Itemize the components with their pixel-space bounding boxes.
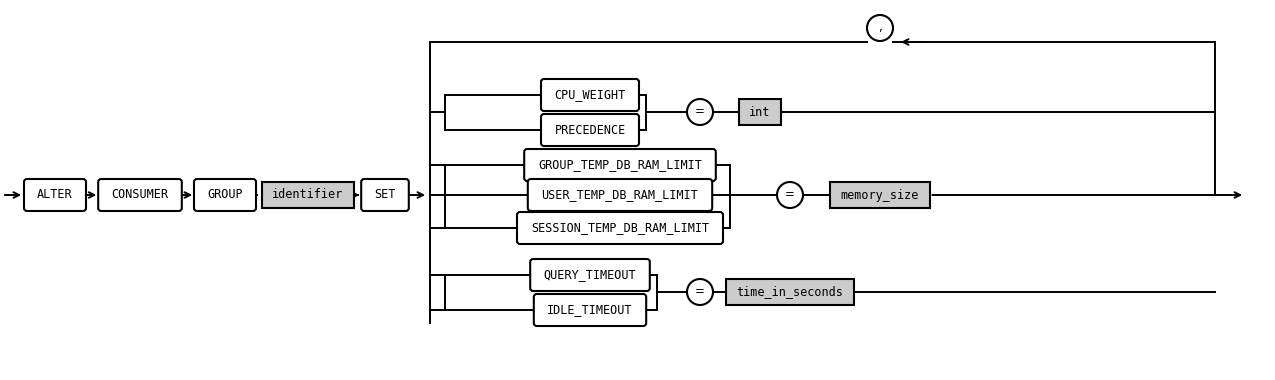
Text: memory_size: memory_size xyxy=(840,188,919,201)
FancyBboxPatch shape xyxy=(194,179,256,211)
FancyBboxPatch shape xyxy=(524,149,715,181)
FancyBboxPatch shape xyxy=(830,182,929,208)
Text: SET: SET xyxy=(375,188,395,201)
FancyBboxPatch shape xyxy=(541,114,639,146)
FancyBboxPatch shape xyxy=(261,182,354,208)
Text: ,: , xyxy=(878,22,882,35)
Text: USER_TEMP_DB_RAM_LIMIT: USER_TEMP_DB_RAM_LIMIT xyxy=(542,188,699,201)
FancyBboxPatch shape xyxy=(530,259,650,291)
Text: =: = xyxy=(785,188,794,201)
FancyBboxPatch shape xyxy=(534,294,646,326)
FancyBboxPatch shape xyxy=(361,179,409,211)
Text: ALTER: ALTER xyxy=(37,188,73,201)
Text: identifier: identifier xyxy=(273,188,344,201)
FancyBboxPatch shape xyxy=(24,179,85,211)
FancyBboxPatch shape xyxy=(740,99,780,125)
Text: SESSION_TEMP_DB_RAM_LIMIT: SESSION_TEMP_DB_RAM_LIMIT xyxy=(530,222,709,234)
Text: GROUP_TEMP_DB_RAM_LIMIT: GROUP_TEMP_DB_RAM_LIMIT xyxy=(538,158,703,171)
Text: GROUP: GROUP xyxy=(207,188,242,201)
Text: CPU_WEIGHT: CPU_WEIGHT xyxy=(555,89,626,101)
Text: PRECEDENCE: PRECEDENCE xyxy=(555,124,626,136)
Text: IDLE_TIMEOUT: IDLE_TIMEOUT xyxy=(547,304,632,317)
FancyBboxPatch shape xyxy=(541,79,639,111)
Text: =: = xyxy=(695,285,705,299)
Text: time_in_seconds: time_in_seconds xyxy=(737,285,844,299)
FancyBboxPatch shape xyxy=(98,179,182,211)
Text: int: int xyxy=(750,106,770,119)
Text: CONSUMER: CONSUMER xyxy=(111,188,168,201)
Text: =: = xyxy=(695,106,705,119)
Text: QUERY_TIMEOUT: QUERY_TIMEOUT xyxy=(543,269,636,282)
FancyBboxPatch shape xyxy=(516,212,723,244)
FancyBboxPatch shape xyxy=(725,279,854,305)
FancyBboxPatch shape xyxy=(528,179,713,211)
